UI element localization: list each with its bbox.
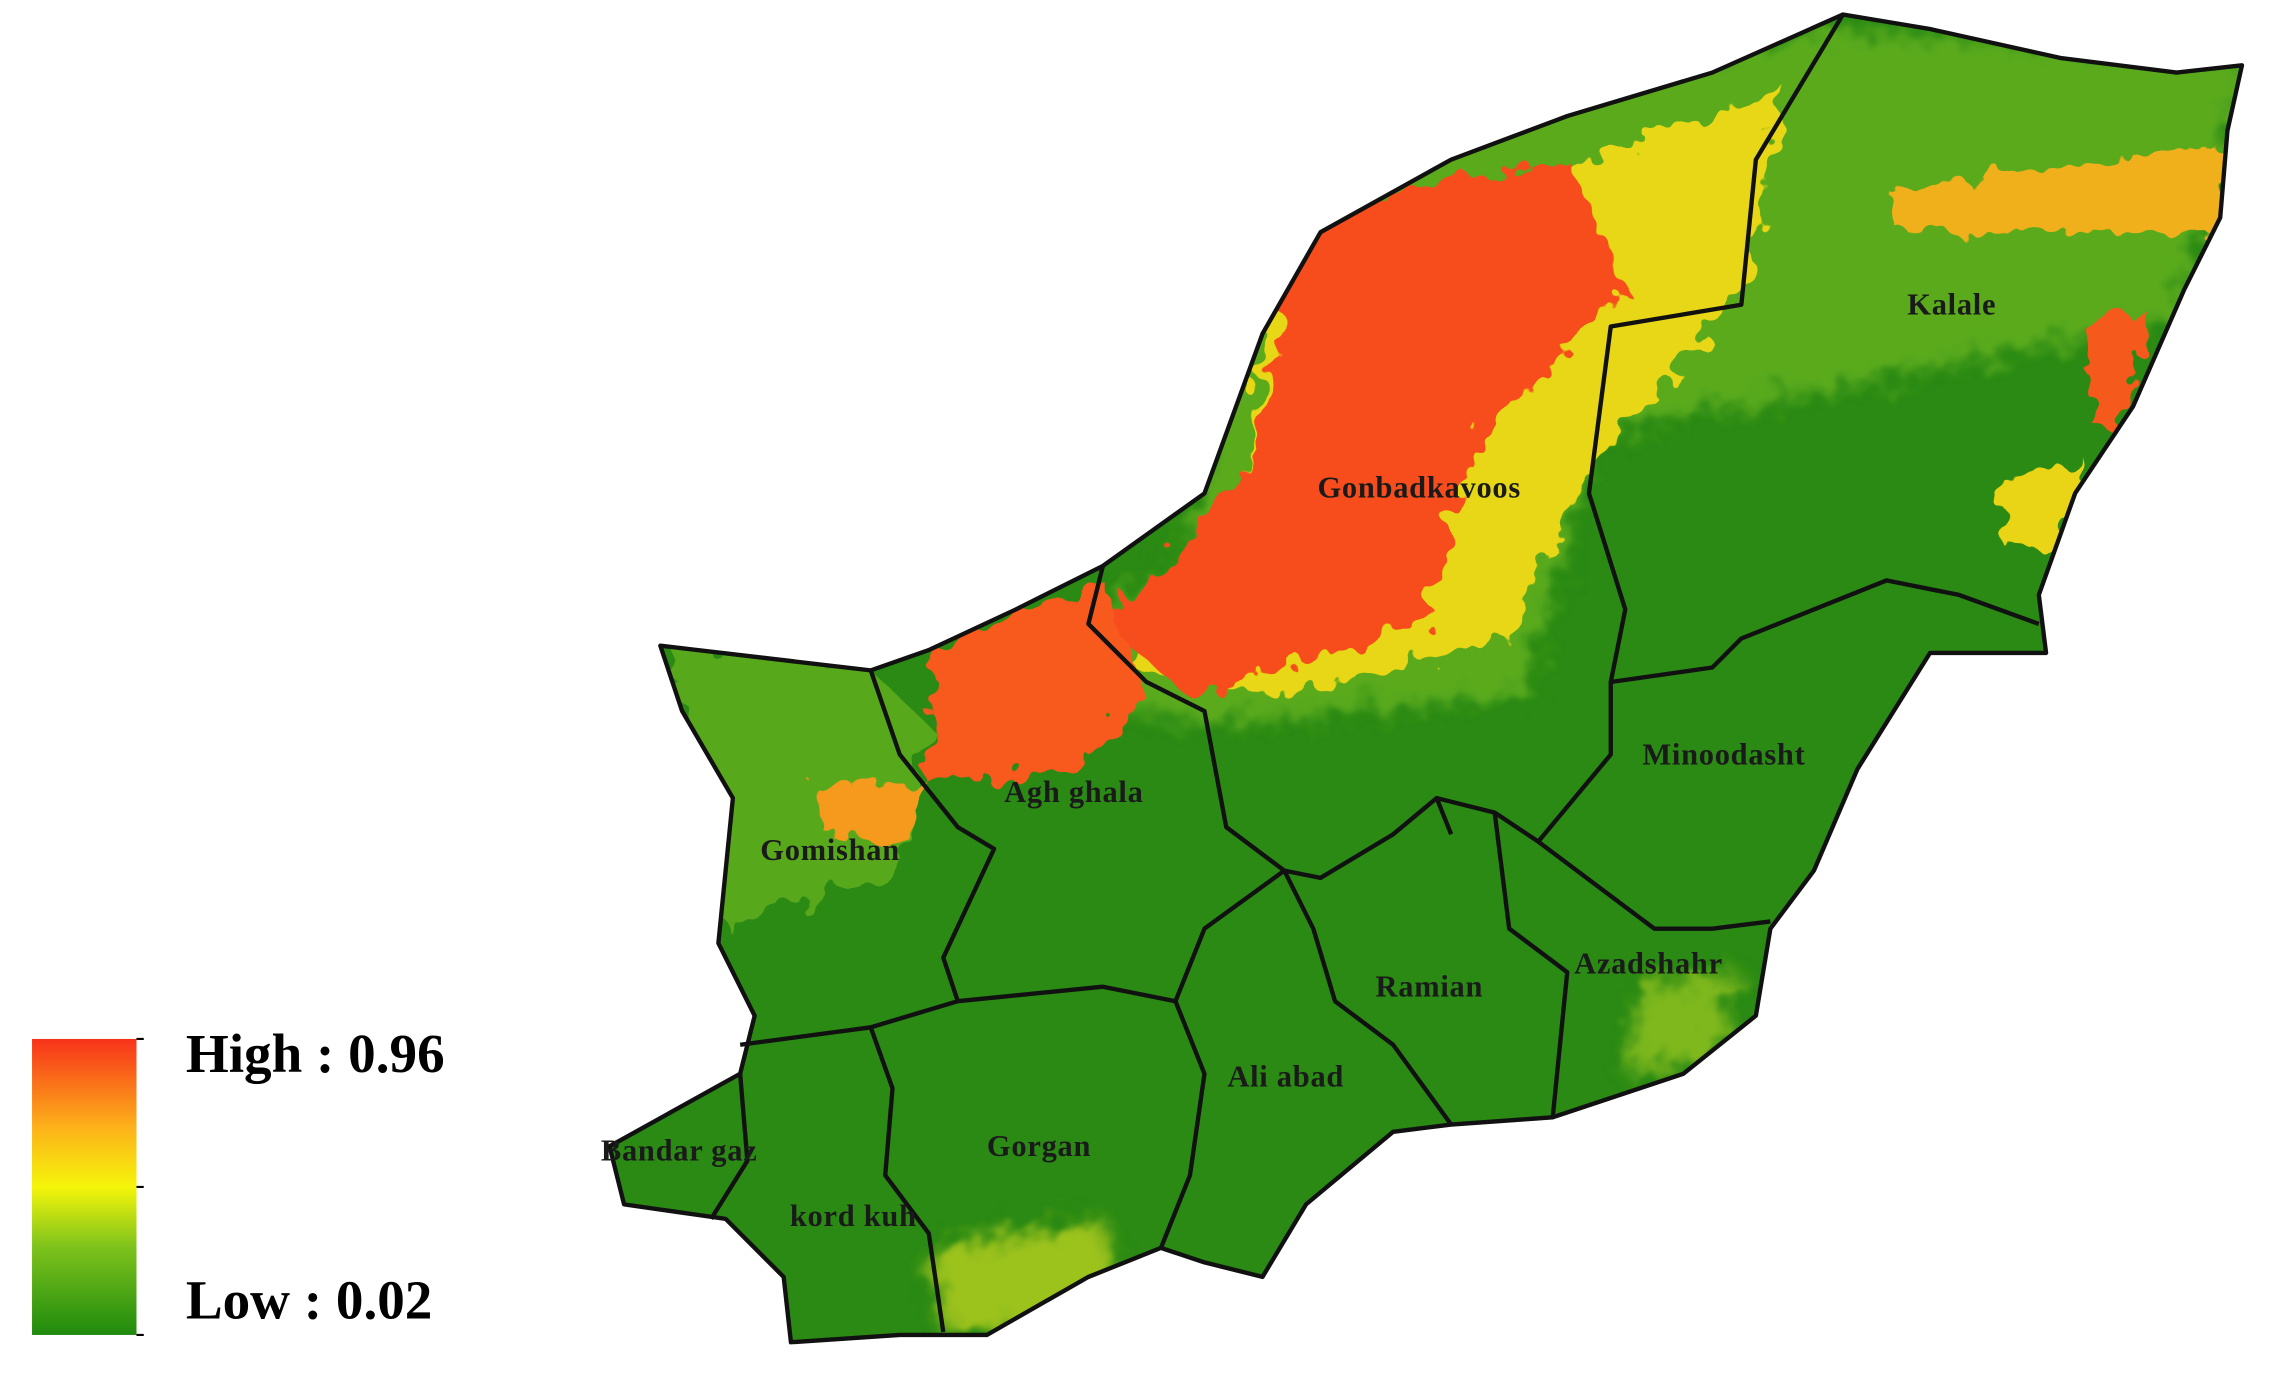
legend-high: High : 0.96 xyxy=(186,1023,445,1084)
district-label: Agh ghala xyxy=(1004,775,1143,809)
district-label: Minoodasht xyxy=(1642,737,1805,771)
district-boundaries xyxy=(610,15,2242,1343)
district-label: kord kuh xyxy=(790,1199,917,1233)
district-label: Bandar gaz xyxy=(601,1134,758,1168)
district-labels: Kalale Gonbadkavoos Minoodasht Agh ghala Gom… xyxy=(601,288,1996,1233)
legend: High : 0.96 Low : 0.02 xyxy=(32,1023,445,1337)
district-label: Kalale xyxy=(1907,288,1996,322)
district-label: Gonbadkavoos xyxy=(1318,470,1521,504)
district-label: Gomishan xyxy=(760,833,900,867)
legend-low: Low : 0.02 xyxy=(186,1270,433,1331)
legend-ramp xyxy=(32,1038,137,1335)
district-label: Gorgan xyxy=(987,1129,1091,1163)
district-label: Ali abad xyxy=(1227,1060,1344,1094)
risk-raster xyxy=(609,14,2242,1343)
district-label: Azadshahr xyxy=(1574,946,1723,980)
district-label: Ramian xyxy=(1376,970,1484,1004)
legend-ticks xyxy=(136,1037,144,1337)
